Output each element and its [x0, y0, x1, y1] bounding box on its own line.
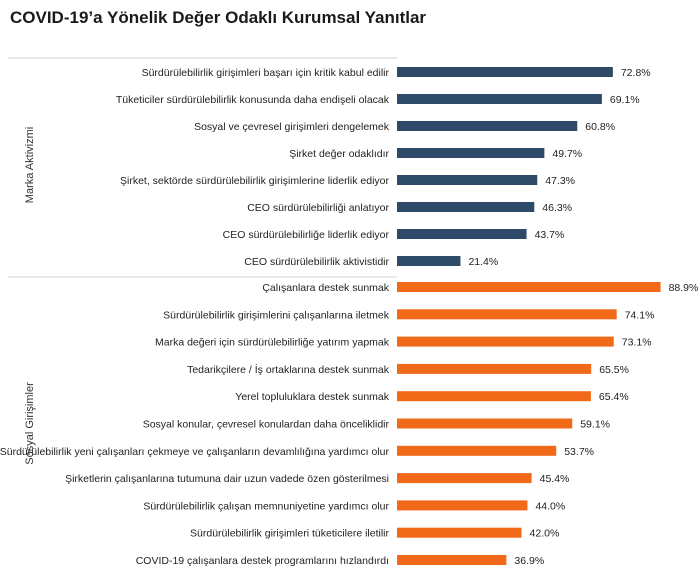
- bar: [397, 94, 602, 104]
- bar: [397, 445, 557, 456]
- category-label: COVID-19 çalışanlara destek programların…: [136, 555, 389, 567]
- bar: [397, 309, 617, 320]
- category-label: Marka değeri için sürdürülebilirliğe yat…: [155, 337, 390, 349]
- category-label: CEO sürdürülebilirlik aktivistidir: [244, 256, 389, 268]
- value-label: 73.1%: [622, 337, 652, 349]
- value-label: 60.8%: [585, 121, 615, 133]
- category-label: Tüketiciler sürdürülebilirlik konusunda …: [116, 94, 390, 106]
- value-label: 49.7%: [552, 148, 582, 160]
- category-label: Şirketlerin çalışanlarına tutumuna dair …: [65, 473, 389, 485]
- category-label: Sosyal konular, çevresel konulardan daha…: [143, 419, 390, 431]
- value-label: 46.3%: [542, 202, 572, 214]
- value-label: 43.7%: [535, 229, 565, 241]
- category-label: Sürdürülebilirlik girişimlerini çalışanl…: [163, 309, 390, 321]
- value-label: 88.9%: [669, 282, 699, 294]
- category-label: CEO sürdürülebilirliği anlatıyor: [247, 202, 389, 214]
- value-label: 36.9%: [514, 555, 544, 567]
- value-label: 65.4%: [599, 391, 629, 403]
- bar: [397, 282, 661, 292]
- bar: [397, 473, 532, 484]
- group-label: Marka Aktivizmi: [24, 127, 36, 203]
- bar: [397, 527, 522, 538]
- category-label: Şirket, sektörde sürdürülebilirlik giriş…: [120, 175, 390, 187]
- category-label: Sürdürülebilirlik yeni çalışanları çekme…: [0, 446, 390, 458]
- group-label: Sosyal Girişimler: [24, 382, 36, 465]
- category-label: Sosyal ve çevresel girişimleri dengeleme…: [194, 121, 390, 133]
- value-label: 74.1%: [625, 309, 655, 321]
- bar: [397, 202, 535, 212]
- value-label: 65.5%: [599, 364, 629, 376]
- bar: [397, 363, 592, 374]
- category-label: Sürdürülebilirlik girişimleri tüketicile…: [190, 528, 389, 540]
- value-label: 69.1%: [610, 94, 640, 106]
- category-label: Yerel topluluklara destek sunmak: [235, 391, 389, 403]
- category-label: Sürdürülebilirlik çalışan memnuniyetine …: [143, 500, 389, 512]
- bar: [397, 391, 591, 402]
- value-label: 72.8%: [621, 67, 651, 79]
- value-label: 42.0%: [530, 528, 560, 540]
- bar: [397, 67, 613, 77]
- value-label: 45.4%: [540, 473, 570, 485]
- bar: [397, 500, 528, 511]
- category-label: Şirket değer odaklıdır: [289, 148, 389, 160]
- bar: [397, 148, 545, 158]
- value-label: 44.0%: [535, 500, 565, 512]
- value-label: 59.1%: [580, 419, 610, 431]
- bar: [397, 418, 573, 429]
- bar: [397, 175, 538, 185]
- bar: [397, 336, 614, 347]
- bar: [397, 229, 527, 239]
- category-label: Sürdürülebilirlik girişimleri başarı içi…: [142, 67, 390, 79]
- category-label: Tedarikçilere / İş ortaklarına destek su…: [187, 363, 390, 376]
- value-label: 53.7%: [564, 446, 594, 458]
- bar: [397, 555, 507, 565]
- bar: [397, 121, 578, 131]
- category-label: Çalışanlara destek sunmak: [262, 282, 389, 294]
- bar: [397, 256, 461, 266]
- value-label: 47.3%: [545, 175, 575, 187]
- value-label: 21.4%: [468, 256, 498, 268]
- chart-title: COVID-19’a Yönelik Değer Odaklı Kurumsal…: [10, 8, 427, 27]
- category-label: CEO sürdürülebilirliğe liderlik ediyor: [223, 229, 390, 241]
